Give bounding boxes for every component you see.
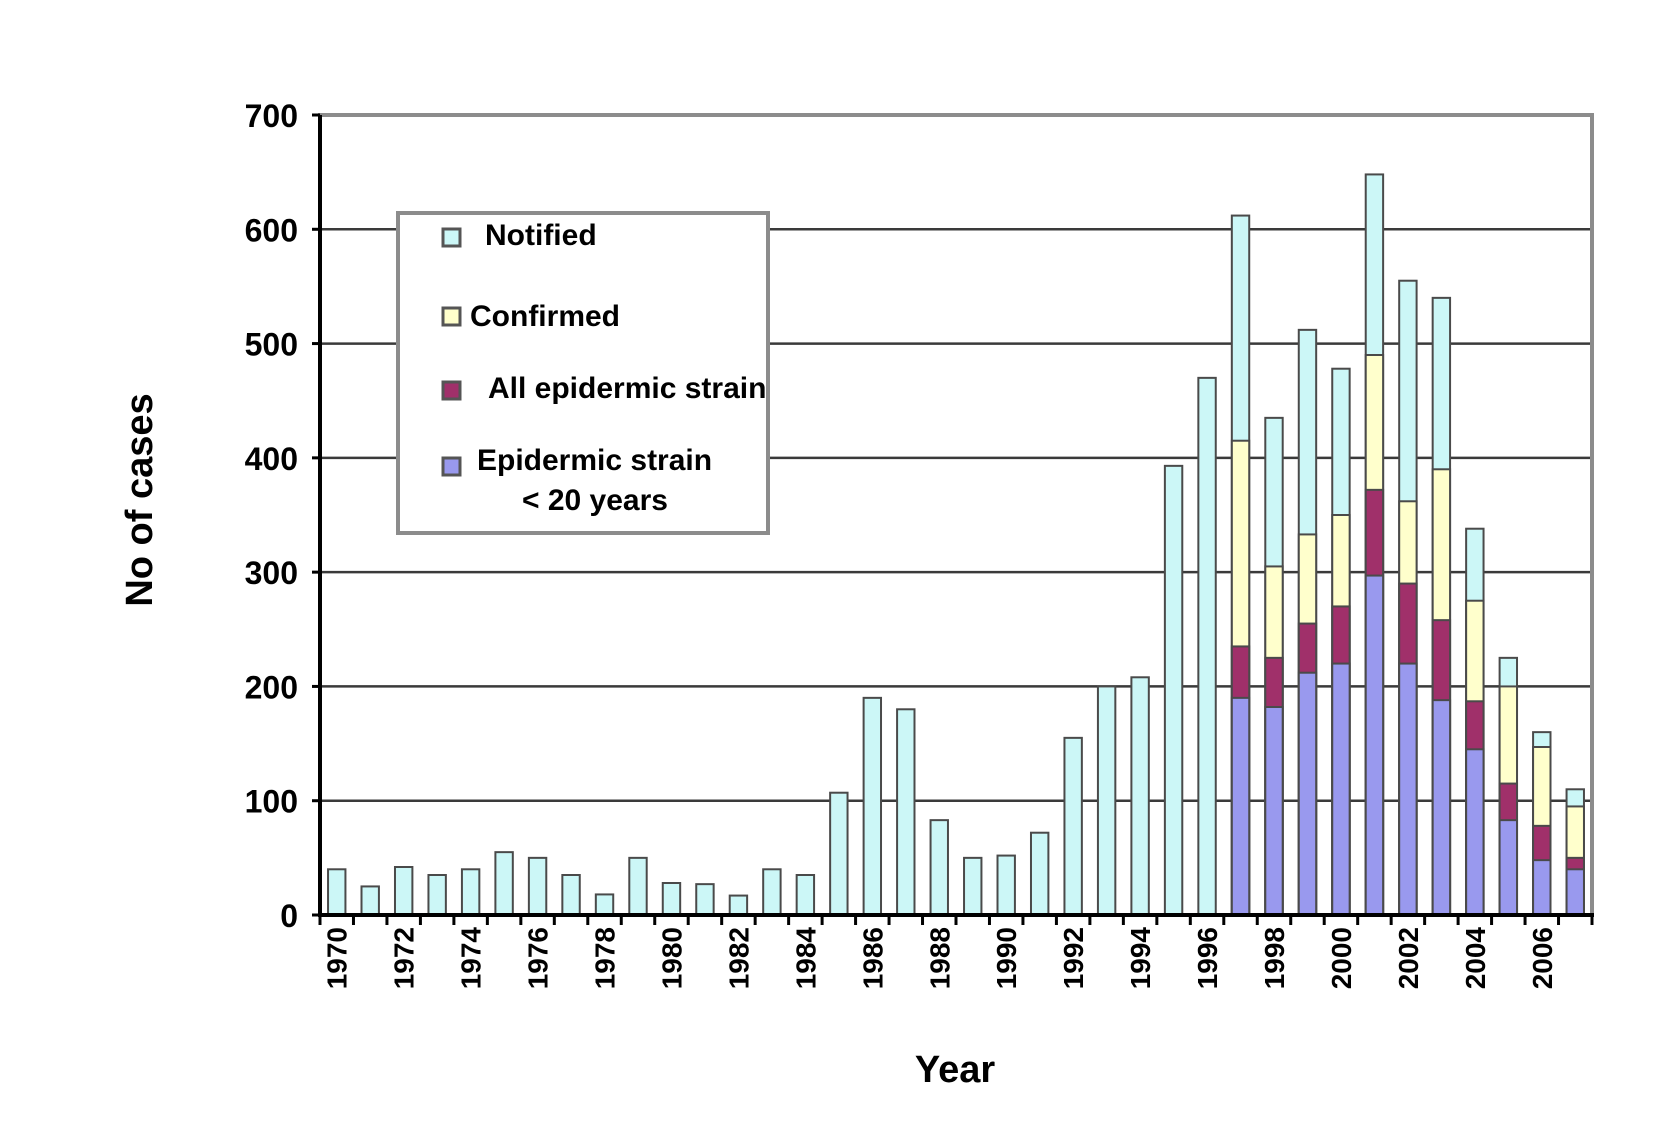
x-tick-label-2000: 2000 [1326, 927, 1357, 989]
legend-label-epidermic-under-20-line2: < 20 years [522, 484, 668, 517]
bar-notified-1996 [1197, 376, 1217, 917]
bar-notified-1991 [1029, 831, 1050, 917]
bar-notified-1981 [695, 883, 715, 917]
x-tick-label-1982: 1982 [723, 927, 754, 989]
bar-notified-1977 [561, 874, 581, 916]
legend-label-confirmed: Confirmed [470, 300, 620, 333]
y-tick-label-0: 0 [280, 898, 298, 934]
bar-notified-1974 [460, 868, 481, 916]
bar-notified-1989 [963, 856, 983, 916]
legend-label-epidermic-under-20: Epidermic strain [477, 444, 712, 477]
bar-epidermic-strain-under-20-2000 [1331, 662, 1351, 916]
x-tick-label-1972: 1972 [389, 927, 420, 989]
bar-notified-1970 [327, 868, 347, 916]
x-tick-label-1974: 1974 [456, 927, 487, 990]
bar-notified-1985 [829, 791, 849, 917]
x-tick-label-1996: 1996 [1192, 927, 1223, 989]
bar-epidermic-strain-under-20-2001 [1364, 574, 1385, 916]
legend: Notified Confirmed All epidermic strain … [396, 211, 770, 535]
y-tick-label-500: 500 [245, 327, 298, 363]
bar-notified-1995 [1163, 464, 1184, 916]
legend-label-notified: Notified [485, 219, 597, 252]
x-tick-labels: 1970 1972 1974 1976 1978 1980 1982 1984 1986 1988… [318, 915, 1594, 990]
bar-notified-1988 [929, 819, 949, 917]
bar-epidermic-strain-under-20-1999 [1297, 671, 1318, 917]
y-tick-label-400: 400 [245, 441, 298, 477]
x-axis-title: Year [915, 1049, 996, 1091]
x-tick-label-2004: 2004 [1460, 927, 1491, 990]
bar-notified-1984 [795, 874, 816, 916]
x-tick-label-1980: 1980 [656, 927, 687, 989]
bar-notified-1990 [996, 854, 1016, 916]
x-tick-label-1994: 1994 [1125, 927, 1156, 990]
bar-notified-1975 [494, 851, 514, 917]
x-tick-label-1988: 1988 [924, 927, 955, 989]
bar-notified-1994 [1130, 676, 1150, 916]
x-tick-label-1990: 1990 [991, 927, 1022, 989]
legend-box [396, 211, 770, 535]
bar-notified-1982 [728, 894, 749, 916]
y-tick-label-600: 600 [245, 212, 298, 248]
x-tick-label-1970: 1970 [322, 927, 353, 989]
y-tick-label-300: 300 [245, 555, 298, 591]
bar-notified-1973 [427, 874, 447, 916]
legend-swatch-notified [441, 227, 462, 248]
legend-swatch-confirmed [441, 306, 462, 327]
bar-notified-1993 [1096, 685, 1117, 917]
bar-notified-1979 [628, 856, 648, 916]
x-tick-label-1984: 1984 [790, 927, 821, 990]
x-tick-label-1992: 1992 [1058, 927, 1089, 989]
legend-swatch-epidermic-under-20 [441, 456, 462, 477]
x-tick-label-1978: 1978 [590, 927, 621, 989]
y-axis-title: No of cases [119, 393, 161, 606]
bar-epidermic-strain-under-20-1998 [1264, 706, 1284, 916]
bar-notified-1980 [661, 882, 682, 916]
bar-notified-1976 [527, 856, 548, 916]
legend-label-all-epidermic: All epidermic strain [488, 372, 766, 405]
x-tick-label-2006: 2006 [1527, 927, 1558, 989]
bar-notified-1972 [393, 866, 414, 916]
bar-notified-1987 [896, 708, 916, 916]
bar-notified-1971 [360, 885, 380, 917]
bar-epidermic-strain-under-20-2006 [1532, 859, 1552, 917]
legend-swatch-all-epidermic [441, 380, 462, 401]
bar-notified-1986 [862, 696, 883, 916]
x-tick-label-1998: 1998 [1259, 927, 1290, 989]
x-tick-label-1986: 1986 [857, 927, 888, 989]
bar-epidermic-strain-under-20-2007 [1565, 868, 1585, 916]
bars [327, 173, 1585, 917]
x-tick-label-1976: 1976 [523, 927, 554, 989]
bar-epidermic-strain-under-20-1997 [1230, 696, 1251, 916]
bar-epidermic-strain-under-20-2002 [1398, 662, 1418, 916]
y-tick-label-200: 200 [245, 669, 298, 705]
bar-epidermic-strain-under-20-2003 [1431, 699, 1452, 917]
y-tick-label-700: 700 [245, 98, 298, 134]
bar-notified-1983 [762, 868, 782, 916]
y-tick-labels: 0 100 200 300 400 500 600 700 [245, 98, 320, 934]
bar-epidermic-strain-under-20-2005 [1498, 819, 1519, 917]
x-tick-label-2002: 2002 [1393, 927, 1424, 989]
bar-notified-1992 [1063, 736, 1083, 916]
bar-notified-1978 [594, 893, 615, 917]
bar-epidermic-strain-under-20-2004 [1465, 748, 1485, 916]
y-tick-label-100: 100 [245, 784, 298, 820]
